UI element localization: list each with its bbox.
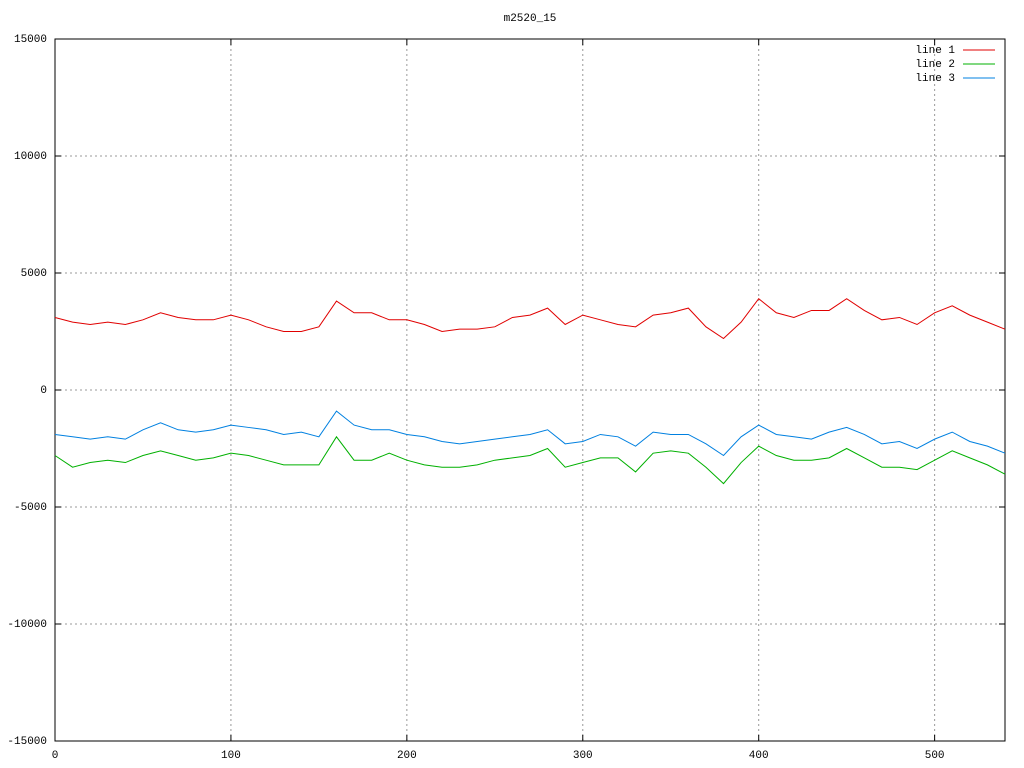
y-tick-label: 10000 [14, 151, 47, 163]
y-tick-label: -5000 [14, 502, 47, 514]
legend-label: line 2 [915, 59, 955, 71]
y-tick-label: 0 [40, 385, 47, 397]
x-tick-label: 200 [397, 750, 417, 762]
y-tick-label: -10000 [7, 619, 47, 631]
x-tick-label: 0 [52, 750, 59, 762]
legend-label: line 1 [915, 45, 955, 57]
x-tick-label: 400 [749, 750, 769, 762]
chart-title: m2520_15 [504, 13, 557, 25]
y-tick-label: 15000 [14, 34, 47, 46]
series-line [54, 410, 1006, 457]
y-tick-label: -15000 [7, 736, 47, 748]
x-tick-label: 100 [221, 750, 241, 762]
y-tick-label: 5000 [21, 268, 47, 280]
series-line [54, 435, 1006, 485]
legend-label: line 3 [915, 73, 955, 85]
x-tick-label: 300 [573, 750, 593, 762]
x-tick-label: 500 [925, 750, 945, 762]
series-line [54, 298, 1006, 340]
